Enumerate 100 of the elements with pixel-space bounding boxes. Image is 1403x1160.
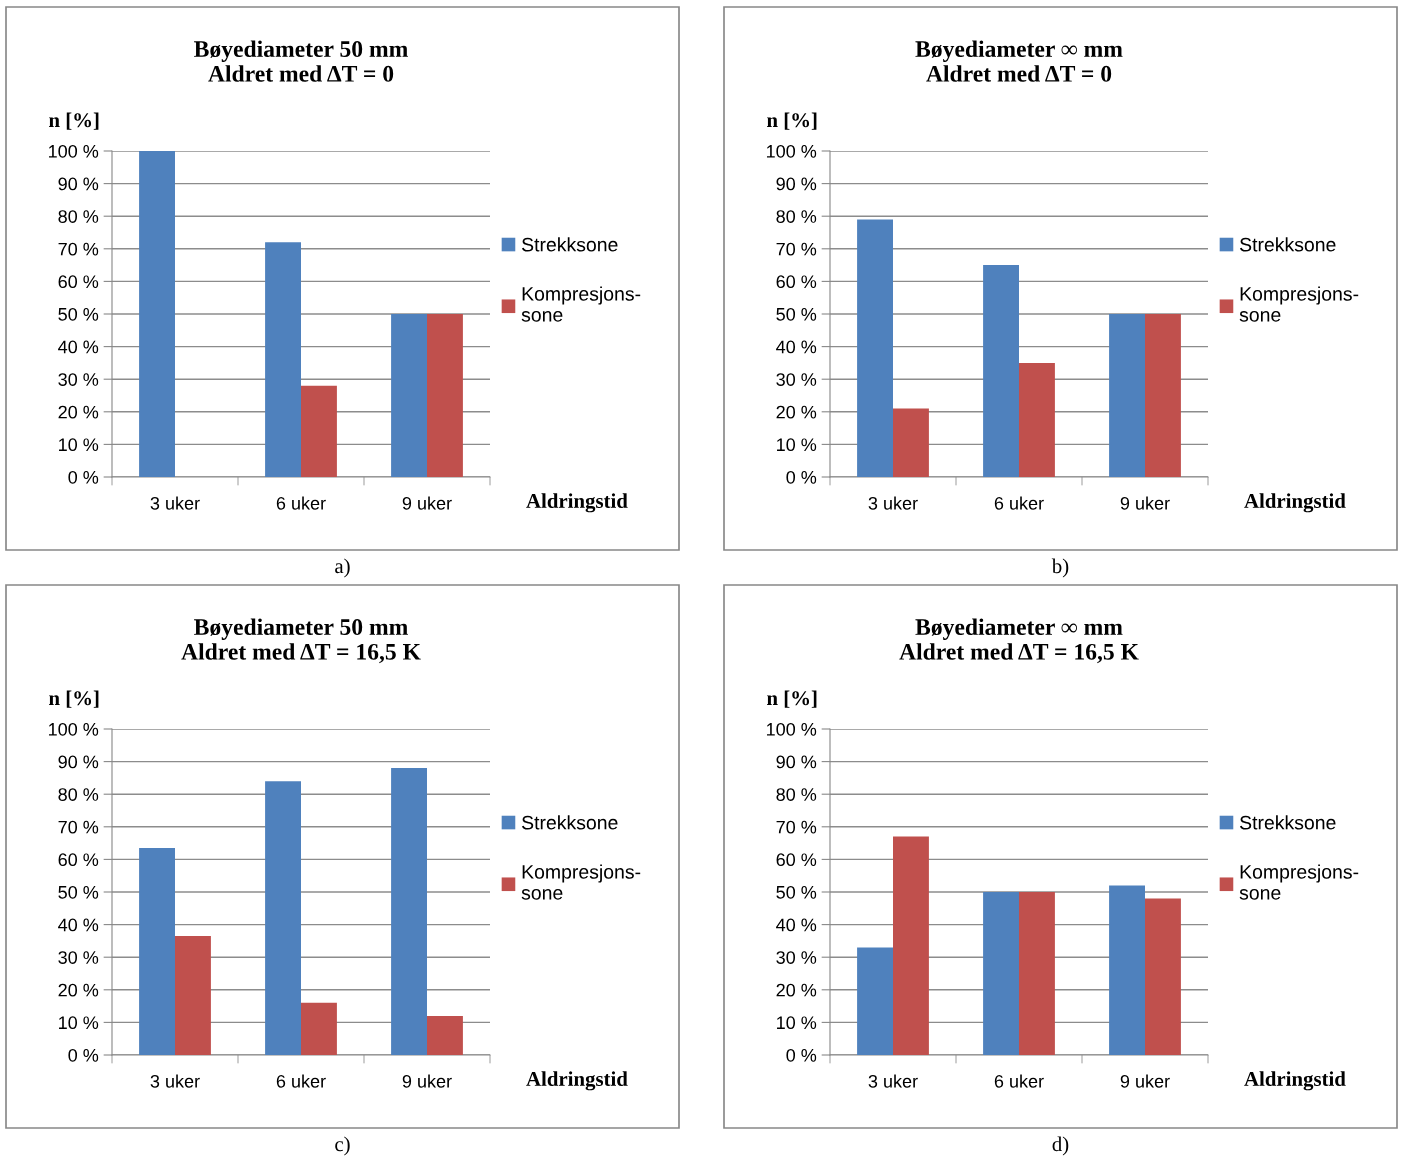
x-tick-label: 6 uker (276, 1074, 326, 1088)
bar (265, 242, 301, 477)
text: c) (335, 1136, 350, 1156)
y-tick-label: 10 % (59, 1016, 99, 1030)
y-tick-label: 50 % (58, 307, 99, 321)
bar (983, 265, 1019, 477)
x-tick-label: 3 uker (150, 1074, 200, 1088)
y-tick-label: 40 % (776, 918, 817, 932)
y-tick-label: 0 % (68, 470, 99, 484)
y-tick-label: 60 % (776, 853, 817, 867)
bar (1145, 898, 1181, 1055)
x-tick-label: 9 uker (1120, 1074, 1170, 1088)
bar (301, 385, 337, 477)
chart-title: Bøyediameter 50 mm Aldret med ΔT = 16,5 K (181, 618, 421, 664)
y-tick-label: 100 % (48, 722, 99, 736)
y-tick-label: 40 % (776, 340, 817, 354)
y-tick-label: 30 % (58, 373, 99, 386)
y-tick-label: 30 % (776, 373, 817, 386)
y-tick-label: 20 % (776, 405, 817, 419)
y-tick-label: 10 % (777, 1016, 817, 1030)
bar (1019, 362, 1055, 477)
x-axis-title: Aldringstid (526, 493, 628, 513)
y-tick-label: 70 % (776, 242, 817, 256)
y-tick-label: 100 % (766, 144, 817, 158)
y-tick-label: 60 % (58, 275, 99, 289)
bar (1109, 885, 1145, 1055)
y-tick-label: 10 % (777, 438, 817, 452)
y-axis-title: n [%] (767, 112, 817, 130)
text: d) (1052, 1136, 1069, 1156)
y-tick-label: 90 % (776, 755, 817, 769)
bar (139, 847, 175, 1055)
x-tick-label: 3 uker (868, 1074, 918, 1088)
y-tick-label: 0 % (786, 470, 817, 484)
legend-label: Kompresjons- sone (521, 286, 641, 322)
x-tick-label: 9 uker (402, 496, 452, 510)
legend-label: Strekksone (522, 815, 618, 830)
y-tick-label: 80 % (58, 788, 99, 801)
y-tick-label: 70 % (776, 820, 817, 834)
y-tick-label: 60 % (58, 853, 99, 867)
x-tick-label: 3 uker (868, 496, 918, 510)
y-axis-title: n [%] (767, 690, 817, 708)
bar (1145, 314, 1181, 477)
legend-label: Kompresjons- sone (521, 864, 641, 900)
x-axis-title: Aldringstid (1244, 1071, 1346, 1091)
bar (391, 768, 427, 1055)
text: a) (335, 558, 350, 578)
x-tick-label: 9 uker (1120, 496, 1170, 510)
y-tick-label: 60 % (776, 275, 817, 289)
bar (391, 314, 427, 477)
bar (139, 151, 175, 477)
legend-label: Strekksone (522, 237, 618, 252)
y-tick-label: 100 % (48, 144, 99, 158)
text: b) (1051, 558, 1069, 578)
bar (983, 892, 1019, 1055)
x-tick-label: 9 uker (402, 1074, 452, 1088)
chart-title: Bøyediameter 50 mm Aldret med ΔT = 0 (194, 40, 408, 82)
y-tick-label: 20 % (58, 983, 99, 997)
legend-label: Kompresjons- sone (1239, 286, 1359, 322)
legend-label: Strekksone (1240, 815, 1336, 830)
y-tick-label: 40 % (58, 918, 99, 932)
x-axis-title: Aldringstid (526, 1071, 628, 1091)
bar (301, 1002, 337, 1055)
y-tick-label: 80 % (58, 210, 99, 223)
y-tick-label: 50 % (58, 885, 99, 899)
x-tick-label: 3 uker (150, 496, 200, 510)
y-tick-label: 10 % (59, 438, 99, 452)
x-tick-label: 6 uker (276, 496, 326, 510)
y-axis-title: n [%] (49, 112, 99, 130)
legend-label: Strekksone (1240, 237, 1336, 252)
bar (427, 314, 463, 477)
y-tick-label: 50 % (776, 307, 817, 321)
y-tick-label: 100 % (766, 722, 817, 736)
x-tick-label: 6 uker (994, 496, 1044, 510)
x-axis-title: Aldringstid (1244, 493, 1346, 513)
y-tick-label: 30 % (58, 951, 99, 964)
y-tick-label: 0 % (68, 1048, 99, 1062)
bar (857, 947, 893, 1055)
bar (893, 408, 929, 477)
bar (893, 836, 929, 1055)
y-axis-title: n [%] (49, 690, 99, 708)
bar (1019, 892, 1055, 1055)
bar (175, 936, 211, 1055)
y-tick-label: 80 % (776, 788, 817, 801)
y-tick-label: 80 % (776, 210, 817, 223)
y-tick-label: 90 % (58, 755, 99, 769)
y-tick-label: 70 % (58, 242, 99, 256)
y-tick-label: 20 % (776, 983, 817, 997)
chart-title: Bøyediameter ∞ mm Aldret med ΔT = 0 (915, 40, 1123, 82)
bar (427, 1015, 463, 1055)
y-tick-label: 90 % (58, 177, 99, 191)
bar (1109, 314, 1145, 477)
y-tick-label: 50 % (776, 885, 817, 899)
y-tick-label: 30 % (776, 951, 817, 964)
y-tick-label: 70 % (58, 820, 99, 834)
chart-title: Bøyediameter ∞ mm Aldret med ΔT = 16,5 K (899, 618, 1139, 664)
x-tick-label: 6 uker (994, 1074, 1044, 1088)
y-tick-label: 0 % (786, 1048, 817, 1062)
y-tick-label: 20 % (58, 405, 99, 419)
legend-label: Kompresjons- sone (1239, 864, 1359, 900)
y-tick-label: 90 % (776, 177, 817, 191)
